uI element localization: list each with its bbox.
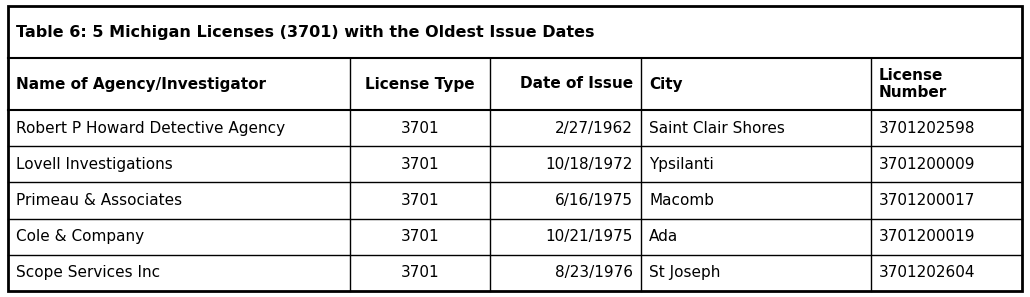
- Text: 3701: 3701: [401, 266, 439, 280]
- Text: Name of Agency/Investigator: Name of Agency/Investigator: [16, 77, 266, 91]
- Text: 3701: 3701: [401, 229, 439, 244]
- Text: 6/16/1975: 6/16/1975: [555, 193, 633, 208]
- Text: License Type: License Type: [365, 77, 475, 91]
- Text: 3701200017: 3701200017: [879, 193, 975, 208]
- Text: Cole & Company: Cole & Company: [16, 229, 144, 244]
- Text: 3701200019: 3701200019: [879, 229, 975, 244]
- Text: Date of Issue: Date of Issue: [520, 77, 633, 91]
- Text: Macomb: Macomb: [649, 193, 714, 208]
- Text: St Joseph: St Joseph: [649, 266, 720, 280]
- Text: 3701: 3701: [401, 157, 439, 172]
- Text: Saint Clair Shores: Saint Clair Shores: [649, 121, 785, 136]
- Text: City: City: [649, 77, 683, 91]
- Text: Ypsilanti: Ypsilanti: [649, 157, 714, 172]
- Text: 10/21/1975: 10/21/1975: [546, 229, 633, 244]
- Text: 8/23/1976: 8/23/1976: [555, 266, 633, 280]
- Text: Table 6: 5 Michigan Licenses (3701) with the Oldest Issue Dates: Table 6: 5 Michigan Licenses (3701) with…: [16, 24, 594, 40]
- Text: 3701: 3701: [401, 193, 439, 208]
- Text: 3701: 3701: [401, 121, 439, 136]
- Text: Scope Services Inc: Scope Services Inc: [16, 266, 160, 280]
- Text: Ada: Ada: [649, 229, 679, 244]
- Text: 3701202604: 3701202604: [879, 266, 975, 280]
- Text: Primeau & Associates: Primeau & Associates: [16, 193, 182, 208]
- Text: License
Number: License Number: [879, 68, 947, 100]
- Text: 2/27/1962: 2/27/1962: [555, 121, 633, 136]
- Text: Lovell Investigations: Lovell Investigations: [16, 157, 173, 172]
- Text: 3701200009: 3701200009: [879, 157, 975, 172]
- Text: Robert P Howard Detective Agency: Robert P Howard Detective Agency: [16, 121, 285, 136]
- Text: 10/18/1972: 10/18/1972: [546, 157, 633, 172]
- Text: 3701202598: 3701202598: [879, 121, 975, 136]
